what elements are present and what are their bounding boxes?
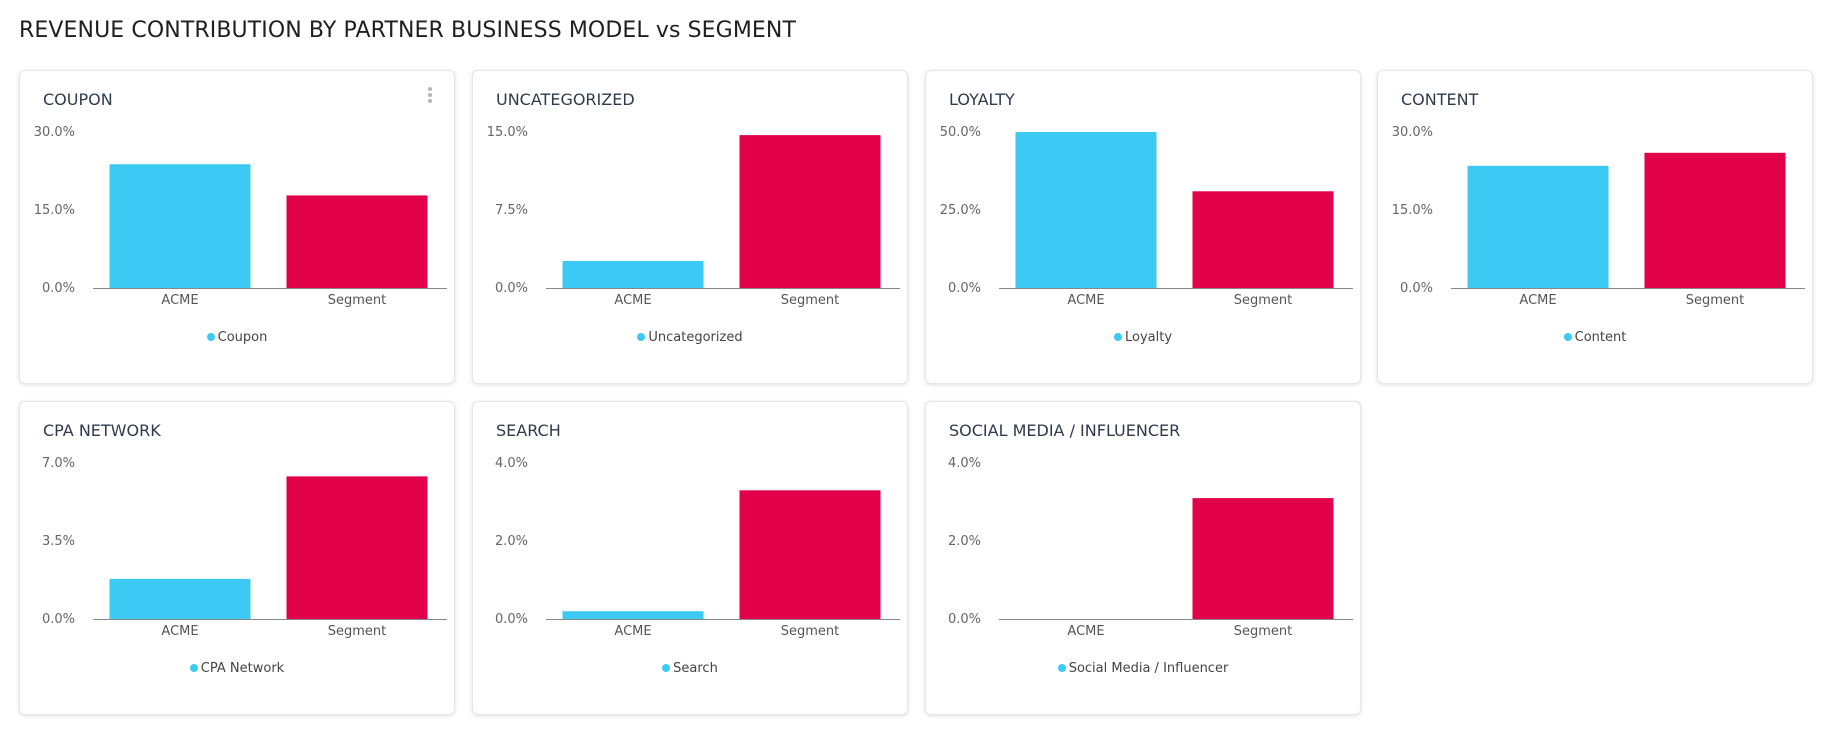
- x-category-label: Segment: [1234, 624, 1293, 639]
- bar-segment[interactable]: [739, 135, 881, 288]
- y-tick-label: 7.0%: [42, 456, 75, 471]
- chart-card: LOYALTY 0.0% 25.0% 50.0% ACME Segment Loyalty: [925, 70, 1361, 384]
- legend-dot-icon: [637, 333, 646, 341]
- chart-legend[interactable]: Uncategorized: [473, 330, 907, 345]
- legend-label: Content: [1574, 330, 1627, 345]
- chart-card: SEARCH 0.0% 2.0% 4.0% ACME Segment Search: [472, 401, 908, 715]
- legend-dot-icon: [206, 333, 215, 341]
- y-tick-label: 25.0%: [940, 203, 981, 218]
- chart-card: COUPON 0.0% 15.0% 30.0% ACME Segment Coupon: [19, 70, 455, 384]
- y-tick-label: 0.0%: [42, 612, 75, 627]
- y-tick-label: 15.0%: [34, 203, 75, 218]
- x-category-label: ACME: [161, 624, 198, 639]
- bar-segment[interactable]: [1192, 498, 1334, 619]
- bar-chart: 0.0% 2.0% 4.0% ACME Segment: [495, 456, 900, 639]
- chart-card: CPA NETWORK 0.0% 3.5% 7.0% ACME Segment CPA Ne…: [19, 401, 455, 715]
- legend-dot-icon: [1057, 664, 1066, 672]
- more-options-icon[interactable]: [425, 86, 435, 106]
- chart-legend[interactable]: Content: [1378, 330, 1812, 345]
- y-tick-label: 15.0%: [487, 125, 528, 140]
- y-tick-label: 15.0%: [1392, 203, 1433, 218]
- chart-legend[interactable]: Social Media / Influencer: [926, 661, 1360, 676]
- y-tick-label: 2.0%: [948, 534, 981, 549]
- y-tick-label: 0.0%: [948, 612, 981, 627]
- x-category-label: ACME: [614, 624, 651, 639]
- y-tick-label: 7.5%: [495, 203, 528, 218]
- x-category-label: Segment: [328, 624, 387, 639]
- chart-card: UNCATEGORIZED 0.0% 7.5% 15.0% ACME Segment Unc…: [472, 70, 908, 384]
- y-tick-label: 0.0%: [495, 281, 528, 296]
- chart-title: LOYALTY: [949, 90, 1015, 109]
- y-tick-label: 2.0%: [495, 534, 528, 549]
- bar-acme[interactable]: [1015, 132, 1157, 288]
- legend-label: Uncategorized: [648, 330, 743, 345]
- legend-dot-icon: [189, 664, 198, 672]
- x-category-label: ACME: [614, 293, 651, 308]
- chart-legend[interactable]: Search: [473, 661, 907, 676]
- legend-label: CPA Network: [200, 661, 285, 676]
- x-category-label: ACME: [1067, 624, 1104, 639]
- legend-label: Coupon: [217, 330, 268, 345]
- legend-dot-icon: [1563, 333, 1572, 341]
- legend-dot-icon: [1113, 333, 1122, 341]
- page-title: REVENUE CONTRIBUTION BY PARTNER BUSINESS…: [19, 18, 796, 43]
- y-tick-label: 30.0%: [1392, 125, 1433, 140]
- bar-segment[interactable]: [739, 490, 881, 619]
- legend-label: Social Media / Influencer: [1068, 661, 1229, 676]
- x-category-label: Segment: [1686, 293, 1745, 308]
- bar-chart: 0.0% 2.0% 4.0% ACME Segment: [948, 456, 1353, 639]
- chart-card: SOCIAL MEDIA / INFLUENCER 0.0% 2.0% 4.0% ACM…: [925, 401, 1361, 715]
- bar-chart: 0.0% 25.0% 50.0% ACME Segment: [940, 125, 1353, 308]
- chart-title: SEARCH: [496, 421, 561, 440]
- x-category-label: Segment: [328, 293, 387, 308]
- bar-chart: 0.0% 15.0% 30.0% ACME Segment: [34, 125, 447, 308]
- y-tick-label: 0.0%: [1400, 281, 1433, 296]
- chart-title: CONTENT: [1401, 90, 1479, 109]
- bar-segment[interactable]: [286, 195, 428, 288]
- legend-dot-icon: [662, 664, 671, 672]
- bar-segment[interactable]: [1644, 152, 1786, 288]
- bar-chart: 0.0% 3.5% 7.0% ACME Segment: [42, 456, 447, 639]
- y-tick-label: 4.0%: [495, 456, 528, 471]
- bar-segment[interactable]: [1192, 191, 1334, 288]
- y-tick-label: 50.0%: [940, 125, 981, 140]
- bar-acme[interactable]: [109, 164, 251, 288]
- x-category-label: Segment: [1234, 293, 1293, 308]
- x-category-label: Segment: [781, 293, 840, 308]
- y-tick-label: 0.0%: [495, 612, 528, 627]
- bar-acme[interactable]: [562, 260, 704, 288]
- x-category-label: ACME: [1519, 293, 1556, 308]
- bar-chart: 0.0% 7.5% 15.0% ACME Segment: [487, 125, 900, 308]
- legend-label: Search: [673, 661, 718, 676]
- bar-acme[interactable]: [109, 578, 251, 619]
- bar-acme[interactable]: [562, 611, 704, 619]
- chart-card: CONTENT 0.0% 15.0% 30.0% ACME Segment Content: [1377, 70, 1813, 384]
- y-tick-label: 4.0%: [948, 456, 981, 471]
- chart-legend[interactable]: CPA Network: [20, 661, 454, 676]
- chart-title: SOCIAL MEDIA / INFLUENCER: [949, 421, 1181, 440]
- y-tick-label: 0.0%: [42, 281, 75, 296]
- bar-segment[interactable]: [286, 476, 428, 619]
- chart-legend[interactable]: Loyalty: [926, 330, 1360, 345]
- chart-legend[interactable]: Coupon: [20, 330, 454, 345]
- legend-label: Loyalty: [1124, 330, 1173, 345]
- x-category-label: Segment: [781, 624, 840, 639]
- chart-title: COUPON: [43, 90, 113, 109]
- y-tick-label: 0.0%: [948, 281, 981, 296]
- y-tick-label: 30.0%: [34, 125, 75, 140]
- y-tick-label: 3.5%: [42, 534, 75, 549]
- x-category-label: ACME: [1067, 293, 1104, 308]
- x-category-label: ACME: [161, 293, 198, 308]
- chart-title: UNCATEGORIZED: [496, 90, 635, 109]
- bar-acme[interactable]: [1467, 165, 1609, 288]
- bar-chart: 0.0% 15.0% 30.0% ACME Segment: [1392, 125, 1805, 308]
- chart-title: CPA NETWORK: [43, 421, 161, 440]
